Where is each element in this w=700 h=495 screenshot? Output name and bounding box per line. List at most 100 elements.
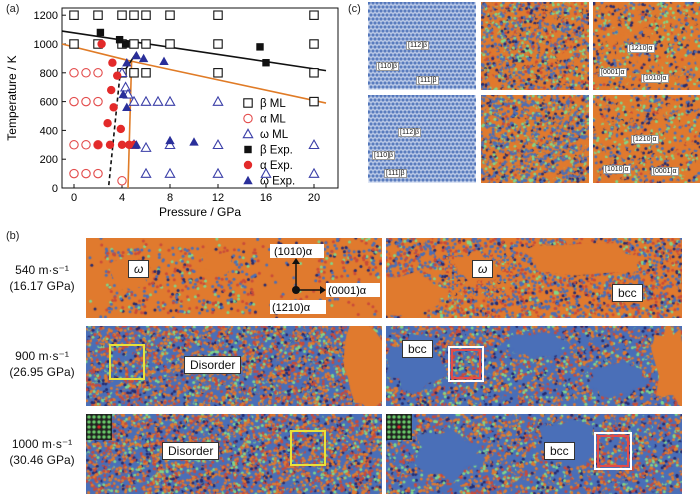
data-point xyxy=(93,96,103,107)
direction-label: [110]β xyxy=(372,151,396,160)
disorder-label: Disorder xyxy=(184,356,242,374)
data-point xyxy=(93,68,103,78)
x-tick-label: 0 xyxy=(71,192,77,204)
data-point xyxy=(213,68,223,78)
axis-label-right: (0001)α xyxy=(328,285,367,297)
data-point xyxy=(69,68,79,78)
x-axis-label: Pressure / GPa xyxy=(159,205,241,219)
data-point xyxy=(213,39,223,49)
snapshot-c-bottom-left: [112]β [110]β [111]β xyxy=(368,95,476,183)
data-point xyxy=(81,168,91,179)
direction-label: [112]β xyxy=(406,41,430,50)
snapshot-c-top-mid xyxy=(481,2,589,90)
legend-marker xyxy=(243,175,253,185)
axis-label-bg xyxy=(270,300,326,314)
data-point xyxy=(131,50,142,60)
data-point xyxy=(308,138,320,150)
data-point xyxy=(122,102,132,112)
data-point xyxy=(113,71,122,80)
data-point xyxy=(117,176,127,186)
y-tick-label: 1000 xyxy=(34,39,58,51)
data-point xyxy=(165,39,175,49)
axis-label-up: (1010)α xyxy=(274,246,313,258)
inset-canvas xyxy=(386,414,412,440)
data-point xyxy=(81,68,91,78)
y-tick-label: 1200 xyxy=(34,10,58,22)
data-point xyxy=(81,140,91,150)
data-point xyxy=(107,85,116,95)
data-point xyxy=(103,119,112,128)
highlight-box xyxy=(290,430,326,466)
highlight-box xyxy=(109,344,145,380)
data-point xyxy=(309,96,319,107)
legend-marker xyxy=(243,160,253,170)
strip-canvas xyxy=(386,326,682,406)
snapshot-c-top-right: [1210]α [0001]α [1010]α xyxy=(593,2,700,90)
inset-lattice xyxy=(86,414,112,440)
panel-a-label: (a) xyxy=(6,3,20,15)
data-point xyxy=(97,39,106,49)
x-tick-label: 8 xyxy=(167,192,173,204)
data-point xyxy=(129,68,139,78)
direction-label: [0001]α xyxy=(599,68,627,77)
data-point xyxy=(108,58,117,67)
speed-label: 1000 m·s⁻¹ xyxy=(11,437,73,451)
data-point xyxy=(131,140,142,149)
legend-marker xyxy=(242,128,254,139)
strip-900-right: bcc xyxy=(386,326,682,406)
boundary-line xyxy=(108,78,121,186)
legend-entry: ω ML xyxy=(260,129,289,141)
orientation-axes: (1010)α (0001)α (1210)α xyxy=(270,244,380,314)
data-point xyxy=(152,95,164,106)
data-point xyxy=(105,140,115,149)
axis-label-down: (1210)α xyxy=(272,302,311,314)
legend-marker xyxy=(244,145,252,154)
data-point xyxy=(69,140,79,150)
data-point xyxy=(115,35,124,44)
y-tick-label: 200 xyxy=(40,154,58,166)
data-point xyxy=(116,124,126,134)
direction-label: [1210]α xyxy=(627,44,655,53)
direction-label: [1010]α xyxy=(641,74,669,83)
direction-label: [111]β xyxy=(416,76,439,85)
legend-entry: ω Exp. xyxy=(260,176,295,188)
speed-label: 540 m·s⁻¹ xyxy=(15,263,69,277)
y-tick-label: 400 xyxy=(40,125,58,137)
boundary-line xyxy=(127,61,133,189)
data-point xyxy=(109,103,118,112)
axis-origin-dot xyxy=(292,286,300,294)
data-point xyxy=(189,137,199,146)
data-point xyxy=(93,140,103,149)
data-point xyxy=(81,96,91,107)
data-point xyxy=(262,59,270,67)
data-point xyxy=(260,167,272,178)
pressure-label: (30.46 GPa) xyxy=(9,453,75,467)
x-tick-label: 4 xyxy=(119,192,125,204)
omega-phase-label: ω xyxy=(128,260,150,278)
arrowhead-icon xyxy=(292,258,300,264)
direction-label: [112]β xyxy=(398,128,422,137)
data-point xyxy=(141,10,151,20)
data-point xyxy=(141,68,151,78)
strip-900-left: Disorder xyxy=(86,326,382,406)
data-point xyxy=(164,95,176,106)
data-point xyxy=(69,39,79,49)
direction-label: [111]β xyxy=(384,169,407,178)
data-point xyxy=(213,10,223,20)
data-point xyxy=(212,95,224,106)
data-point xyxy=(138,53,149,63)
panel-c-label: (c) xyxy=(348,3,361,15)
strip-1000-left: Disorder xyxy=(86,414,382,494)
boundary-line xyxy=(131,60,327,104)
data-point xyxy=(93,10,103,20)
strip-540-left: ω (1010)α (0001)α (1210)α xyxy=(86,238,382,318)
direction-label: [110]β xyxy=(376,62,400,71)
snapshot-canvas xyxy=(481,95,589,183)
data-point xyxy=(256,43,264,51)
pressure-label: (26.95 GPa) xyxy=(9,365,75,379)
y-tick-label: 600 xyxy=(40,97,58,109)
strip-canvas xyxy=(386,414,682,494)
data-point xyxy=(69,96,79,107)
omega-phase-label: ω xyxy=(472,260,494,278)
